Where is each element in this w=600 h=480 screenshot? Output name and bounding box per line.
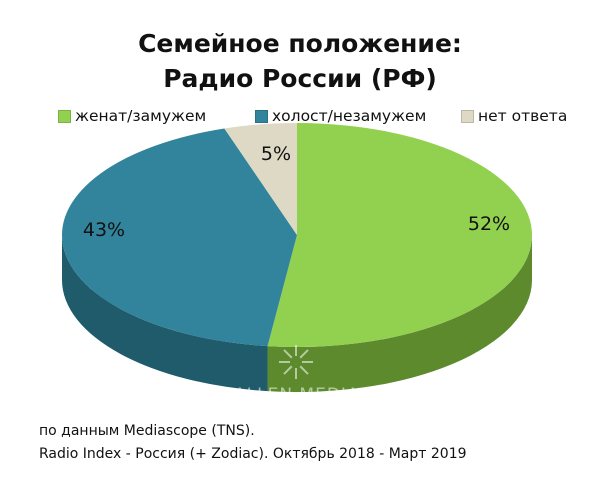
chart-title: Семейное положение: Радио России (РФ) [0,26,600,96]
data-label-no-answer: 5% [261,143,291,165]
pie-sides [62,235,532,392]
pie-slice-no-answer [224,123,297,235]
data-label-married: 52% [468,213,510,235]
legend-swatch-married [58,109,71,123]
legend-item-married: женат/замужем [58,107,206,125]
legend-swatch-no-answer [461,109,474,123]
pie-side-single [62,235,268,392]
pie-slice-single [61,128,298,347]
pie-slices [61,123,532,347]
legend-swatch-single [255,109,268,123]
pie-side-married [267,235,532,392]
chart-title-line-2: Радио России (РФ) [163,64,437,93]
legend-item-no-answer: нет ответа [461,107,567,125]
chart-title-line-1: Семейное положение: [138,29,462,58]
legend-label-married: женат/замужем [75,107,207,125]
legend-label-no-answer: нет ответа [478,107,568,125]
data-label-single: 43% [83,219,125,241]
pie-slice-married [267,123,532,347]
legend-label-single: холост/незамужем [272,107,427,125]
watermark-text: ALLEN MEDIA [234,385,360,405]
watermark-star-icon [279,345,313,379]
pie-data-labels: 52% 43% 5% [83,143,510,241]
legend-item-single: холост/незамужем [255,107,426,125]
chart-legend: женат/замужем холост/незамужем нет ответ… [0,107,600,129]
source-line-1: по данным Mediascope (TNS). [39,423,255,439]
source-line-2: Radio Index - Россия (+ Zodiac). Октябрь… [39,446,467,462]
